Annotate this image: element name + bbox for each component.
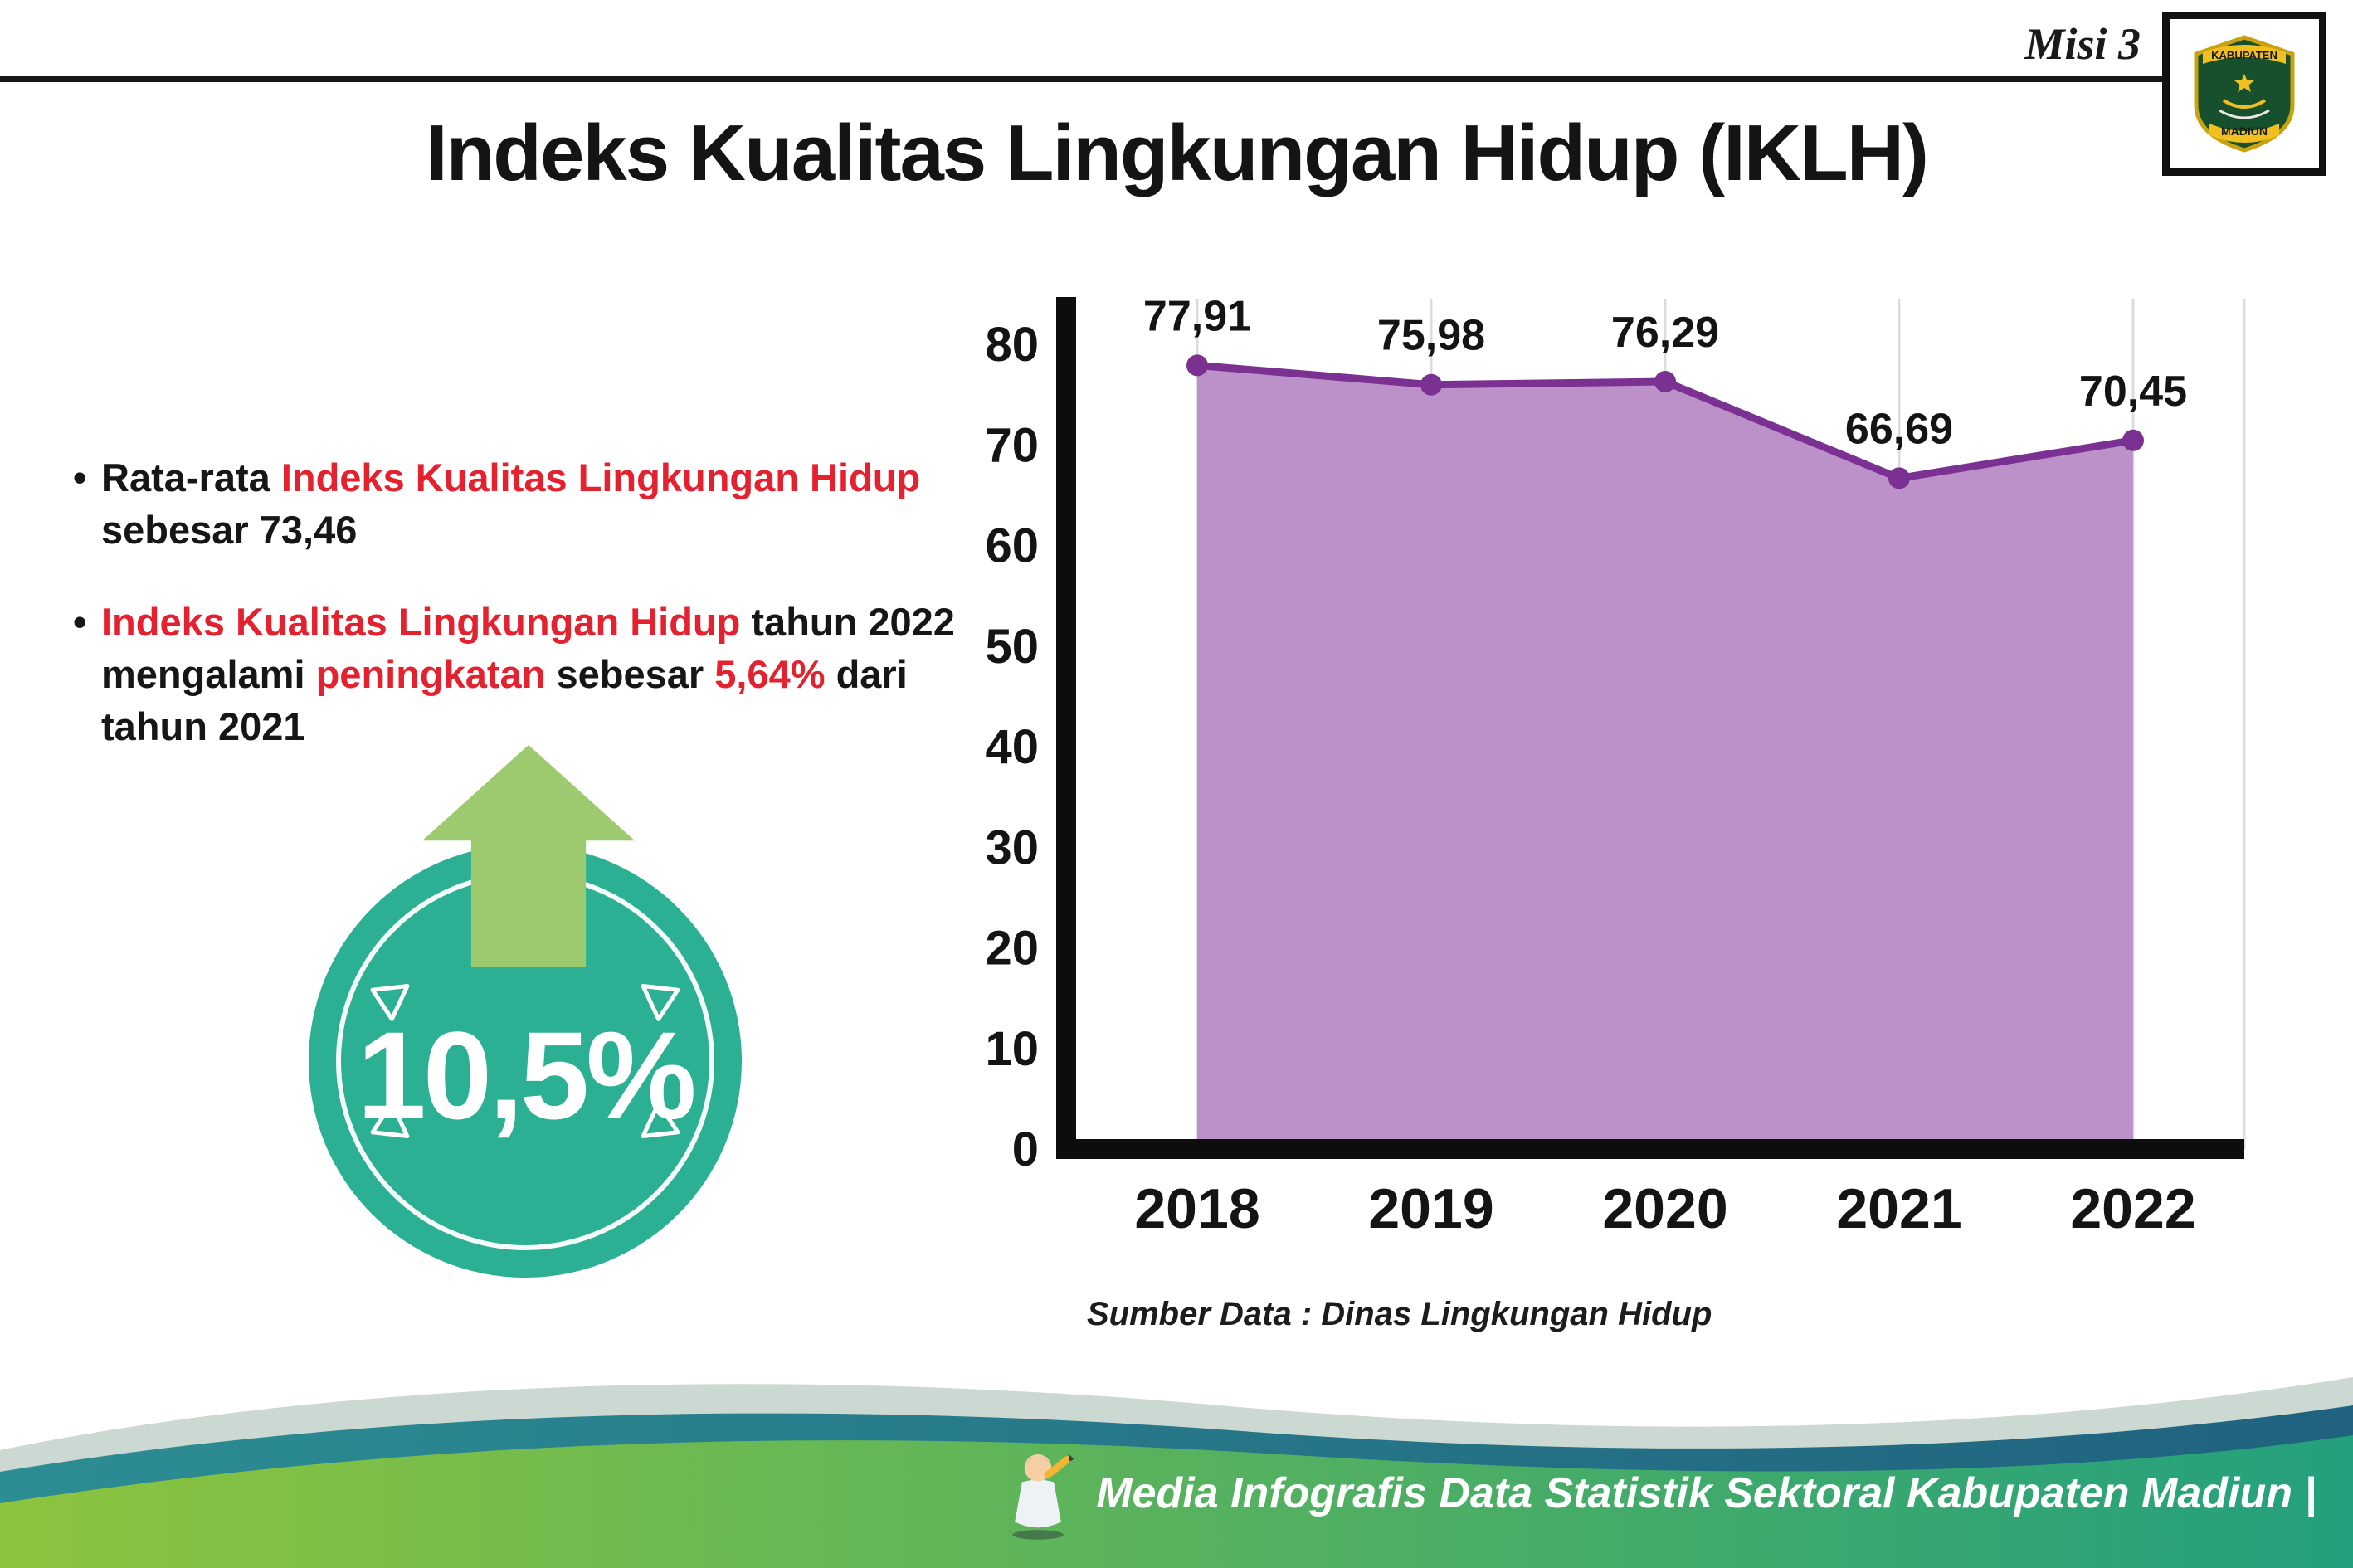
svg-text:10: 10 — [985, 1022, 1039, 1076]
value-labels: 77,91 75,98 76,29 66,69 70,45 — [1143, 292, 2187, 453]
bullet-text-segment: sebesar 73,46 — [101, 507, 358, 552]
svg-text:70: 70 — [985, 418, 1039, 472]
svg-text:40: 40 — [985, 720, 1039, 774]
bullet-marker: • — [73, 599, 87, 644]
svg-text:80: 80 — [985, 318, 1039, 372]
svg-text:2021: 2021 — [1836, 1177, 1961, 1240]
svg-text:0: 0 — [1012, 1122, 1039, 1176]
bullet-marker: • — [73, 455, 87, 499]
page-title: Indeks Kualitas Lingkungan Hidup (IKLH) — [425, 109, 1929, 197]
bullet-text-segment: dari tahun 2021 — [101, 651, 908, 748]
svg-text:66,69: 66,69 — [1845, 405, 1953, 453]
crest-icon: KABUPATEN MADIUN — [2194, 35, 2295, 153]
bullet-text-segment: sebesar — [545, 651, 715, 696]
svg-text:2019: 2019 — [1368, 1177, 1493, 1240]
footer-caption: Media Infografis Data Statistik Sektoral… — [998, 1445, 2316, 1541]
svg-text:75,98: 75,98 — [1377, 312, 1485, 360]
bullet-increase-2022: • Indeks Kualitas Lingkungan Hidup tahun … — [73, 597, 973, 753]
bullet-text-segment: Rata-rata — [101, 455, 281, 499]
svg-text:2020: 2020 — [1602, 1177, 1727, 1240]
svg-text:30: 30 — [985, 821, 1039, 874]
x-category-labels: 2018 2019 2020 2021 2022 — [1134, 1177, 2195, 1240]
svg-text:70,45: 70,45 — [2079, 368, 2187, 416]
area-fill — [1197, 365, 2133, 1149]
footer-waves — [0, 1377, 2353, 1568]
bullet-text-segment-highlight: 5,64% — [714, 651, 826, 696]
misi-label: Misi 3 — [2024, 19, 2141, 69]
svg-text:20: 20 — [985, 922, 1039, 976]
kabupaten-madiun-logo: KABUPATEN MADIUN — [2162, 12, 2326, 176]
footer-caption-text: Media Infografis Data Statistik Sektoral… — [1096, 1469, 2316, 1517]
bullet-text-segment-highlight: Indeks Kualitas Lingkungan Hidup — [101, 599, 741, 644]
crest-region-top: KABUPATEN — [2211, 49, 2277, 61]
x-axis — [1056, 1139, 2244, 1159]
bullet-text-segment-highlight: Indeks Kualitas Lingkungan Hidup — [280, 455, 921, 499]
crest-region-bottom: MADIUN — [2221, 124, 2268, 138]
svg-text:77,91: 77,91 — [1143, 292, 1251, 340]
chart-source-label: Sumber Data : Dinas Lingkungan Hidup — [1087, 1296, 1712, 1332]
bullet-average-iklh: • Rata-rata Indeks Kualitas Lingkungan Hi… — [73, 452, 973, 557]
y-axis — [1056, 297, 1076, 1159]
bullet-text-segment: tahun 2022 mengalami — [101, 599, 955, 696]
bullet-text-segment-highlight: peningkatan — [315, 651, 546, 696]
y-tick-labels: 0 10 20 30 40 50 60 70 80 — [985, 318, 1039, 1176]
summary-bullets: • Rata-rata Indeks Kualitas Lingkungan Hi… — [73, 452, 973, 793]
header-divider — [0, 76, 2162, 82]
mascot-icon — [1012, 1454, 1074, 1540]
data-points — [1186, 354, 2144, 489]
iklh-area-chart: 77,91 75,98 76,29 66,69 70,45 0 10 20 30 40 50 60 70… — [985, 292, 2246, 1240]
svg-text:2022: 2022 — [2070, 1177, 2195, 1240]
increase-percentage: 10,5% — [357, 1005, 696, 1145]
svg-text:2018: 2018 — [1134, 1177, 1259, 1240]
svg-text:76,29: 76,29 — [1611, 309, 1719, 357]
svg-text:50: 50 — [985, 620, 1039, 674]
footer-wave-green — [0, 1435, 2353, 1568]
increase-badge: 10,5% — [309, 745, 748, 1284]
svg-text:60: 60 — [985, 519, 1039, 573]
